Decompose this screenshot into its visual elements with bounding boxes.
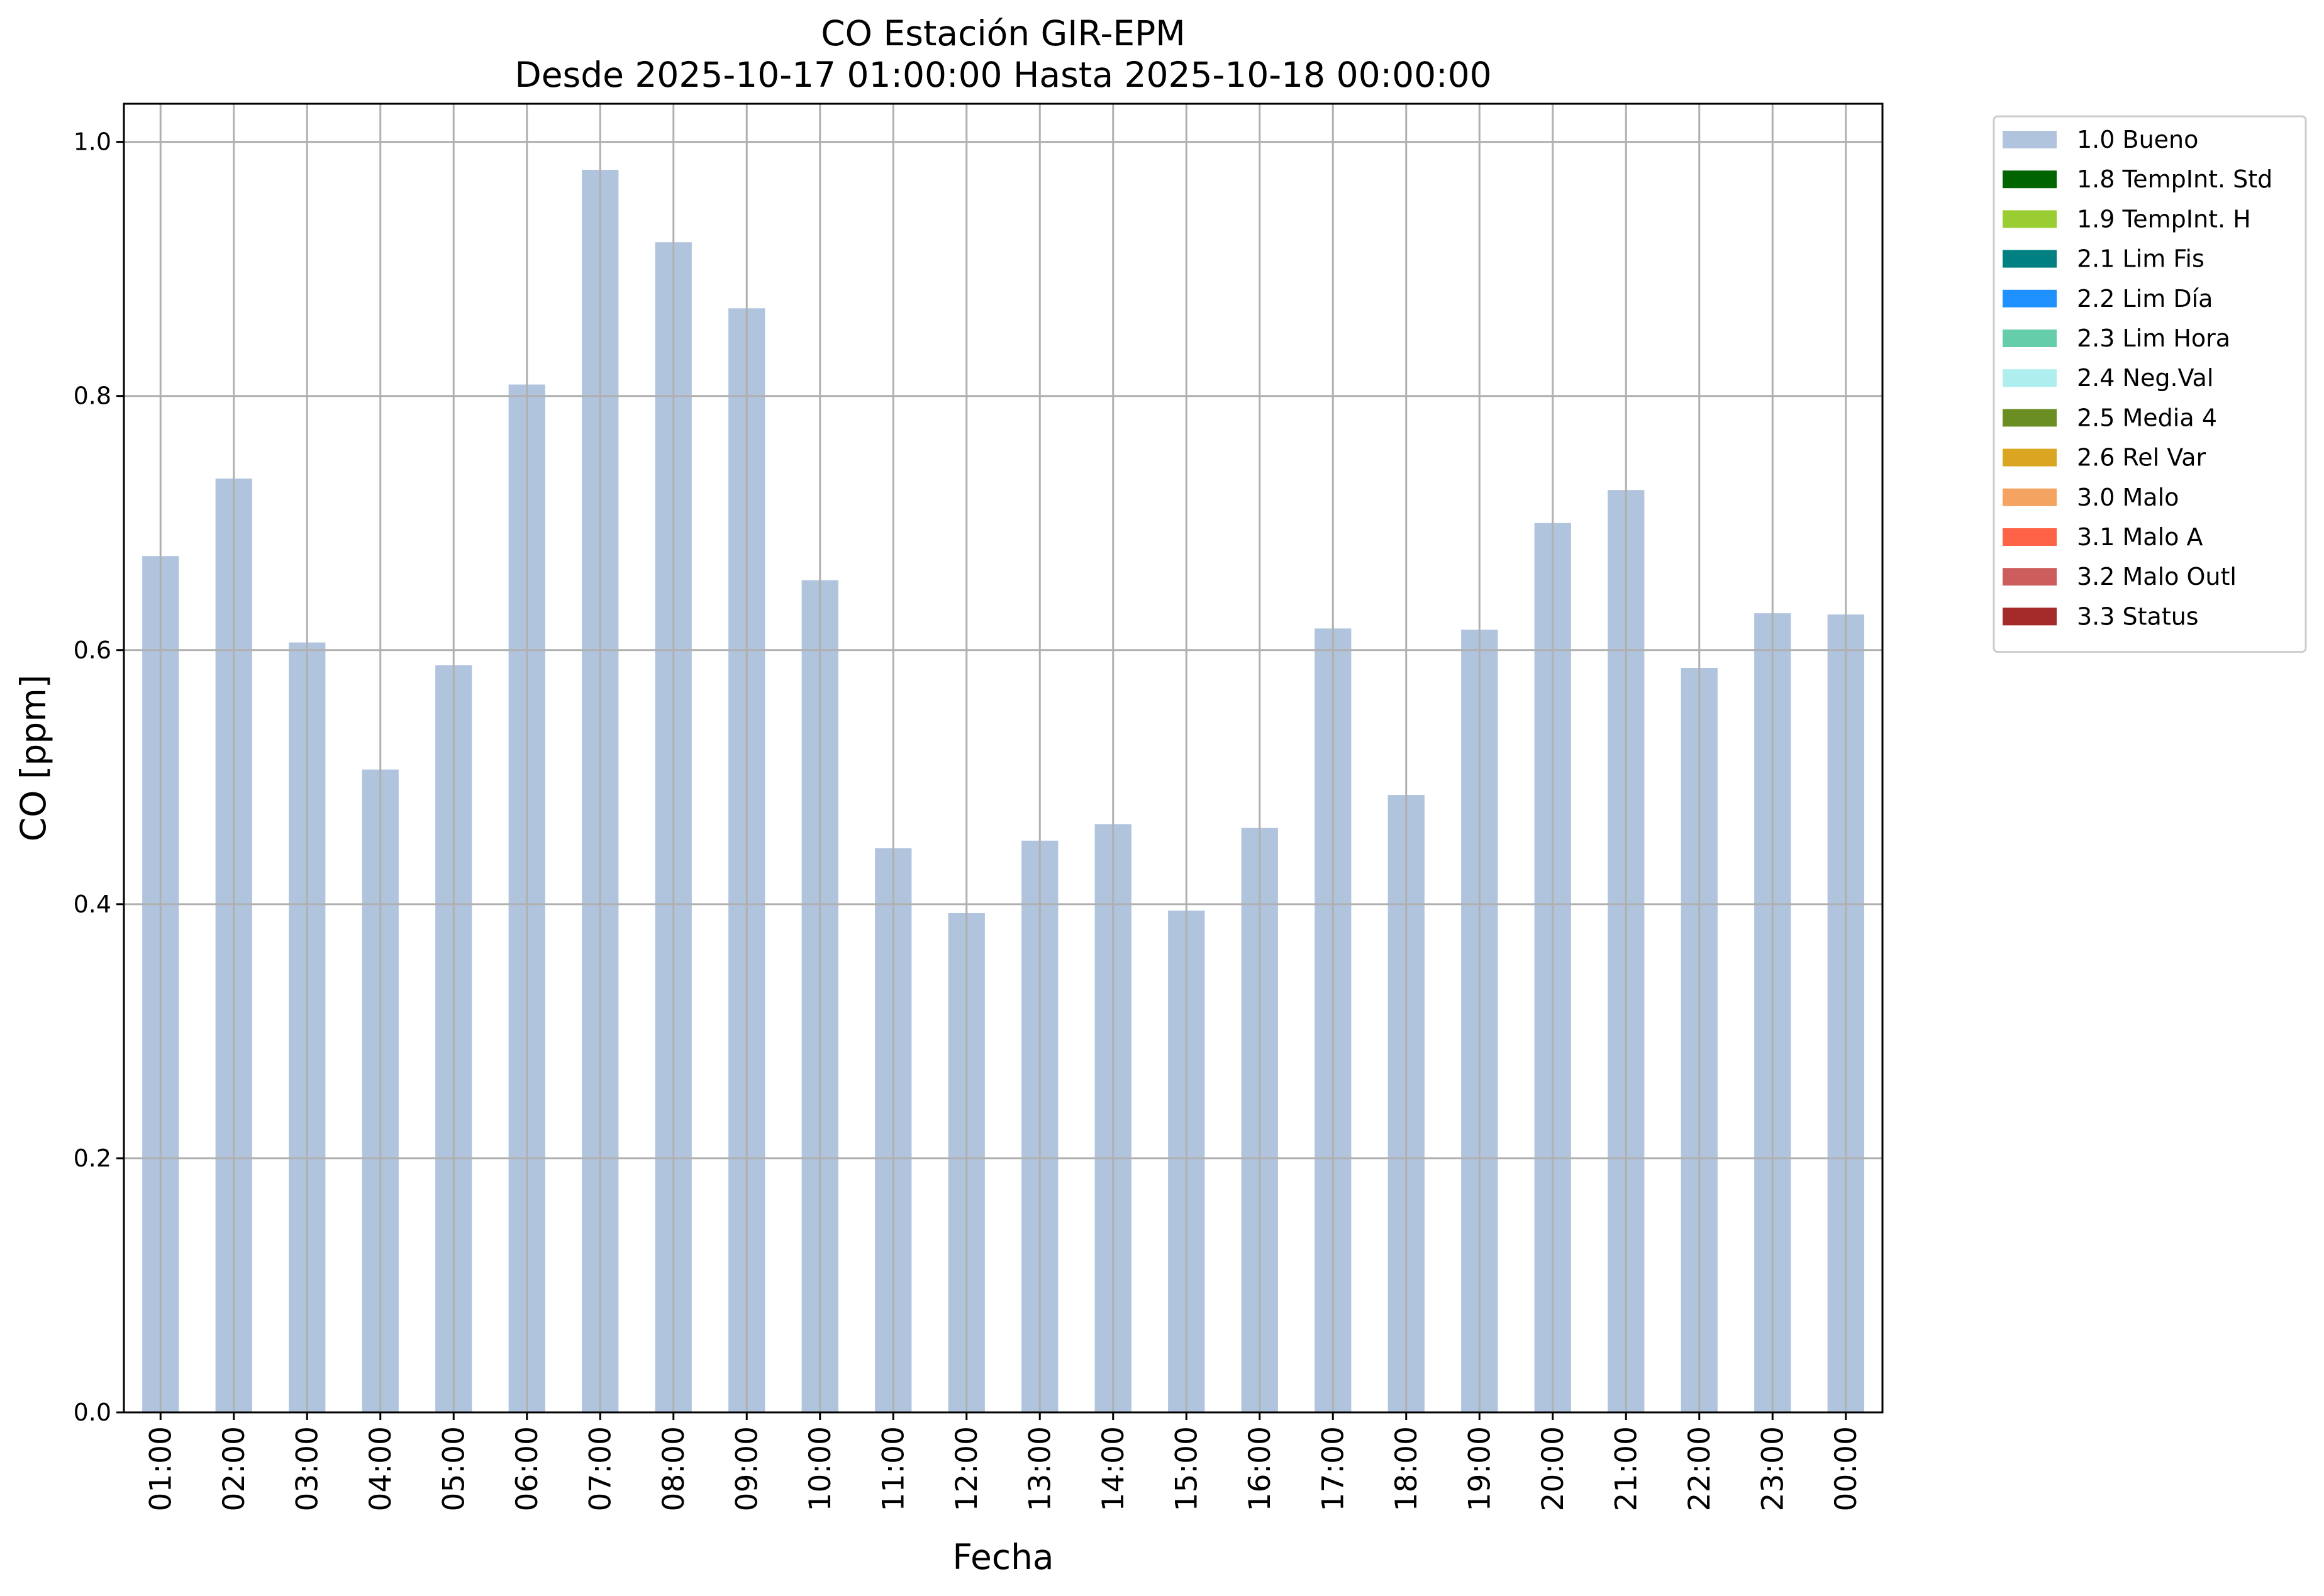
legend-label: 2.5 Media 4 bbox=[2077, 404, 2217, 431]
legend-swatch bbox=[2003, 131, 2057, 148]
legend-label: 3.2 Malo Outl bbox=[2077, 563, 2237, 590]
x-tick-label: 06:00 bbox=[510, 1426, 545, 1511]
x-tick-label: 05:00 bbox=[436, 1426, 471, 1511]
y-axis-label: CO [ppm] bbox=[13, 675, 53, 842]
legend: 1.0 Bueno 1.8 TempInt. Std 1.9 TempInt. H 2… bbox=[1993, 115, 2307, 653]
x-tick-label: 19:00 bbox=[1462, 1426, 1497, 1511]
legend-label: 3.1 Malo A bbox=[2077, 523, 2203, 551]
x-tick-label: 03:00 bbox=[290, 1426, 325, 1511]
legend-label: 2.3 Lim Hora bbox=[2077, 324, 2230, 352]
legend-label: 1.0 Bueno bbox=[2077, 126, 2198, 153]
x-tick-label: 23:00 bbox=[1755, 1426, 1790, 1511]
legend-swatch bbox=[2003, 409, 2057, 427]
legend-swatch bbox=[2003, 528, 2057, 546]
y-tick-label: 0.0 bbox=[74, 1399, 111, 1426]
chart-subtitle: Desde 2025-10-17 01:00:00 Hasta 2025-10-… bbox=[514, 55, 1491, 95]
legend-swatch bbox=[2003, 568, 2057, 586]
x-tick-label: 16:00 bbox=[1243, 1426, 1277, 1511]
legend-label: 1.9 TempInt. H bbox=[2077, 205, 2251, 233]
x-tick-label: 14:00 bbox=[1096, 1426, 1131, 1511]
chart-title: CO Estación GIR-EPM bbox=[821, 13, 1185, 53]
grid bbox=[124, 104, 1882, 1414]
legend-swatch bbox=[2003, 210, 2057, 228]
x-tick-label: 20:00 bbox=[1536, 1426, 1571, 1511]
legend-swatch bbox=[2003, 289, 2057, 308]
y-axis: 0.0 0.2 0.4 0.6 0.8 1.0 bbox=[74, 128, 124, 1426]
x-tick-label: 09:00 bbox=[730, 1426, 764, 1511]
x-tick-label: 21:00 bbox=[1609, 1426, 1643, 1511]
legend-swatch bbox=[2003, 607, 2057, 626]
x-tick-label: 22:00 bbox=[1682, 1426, 1717, 1511]
legend-box bbox=[1993, 115, 2307, 653]
legend-swatch bbox=[2003, 250, 2057, 268]
x-tick-label: 12:00 bbox=[950, 1426, 984, 1511]
legend-label: 3.3 Status bbox=[2077, 602, 2199, 630]
y-tick-label: 0.6 bbox=[74, 636, 111, 664]
x-tick-label: 02:00 bbox=[217, 1426, 252, 1511]
legend-swatch bbox=[2003, 170, 2057, 189]
legend-swatch bbox=[2003, 369, 2057, 387]
x-axis-label: Fecha bbox=[952, 1537, 1054, 1577]
plot-background bbox=[124, 104, 1882, 1412]
x-tick-label: 00:00 bbox=[1829, 1426, 1864, 1511]
y-tick-label: 0.4 bbox=[74, 890, 111, 918]
legend-label: 2.1 Lim Fis bbox=[2077, 245, 2204, 273]
legend-label: 1.8 TempInt. Std bbox=[2077, 165, 2272, 193]
x-axis: 01:00 02:00 03:00 04:00 05:00 06:00 07:00 08:00… bbox=[143, 1412, 1864, 1511]
x-tick-label: 17:00 bbox=[1316, 1426, 1350, 1511]
legend-swatch bbox=[2003, 330, 2057, 347]
x-tick-label: 13:00 bbox=[1023, 1426, 1057, 1511]
legend-label: 3.0 Malo bbox=[2077, 484, 2179, 511]
legend-label: 2.6 Rel Var bbox=[2077, 444, 2206, 472]
y-tick-label: 1.0 bbox=[74, 128, 111, 156]
y-tick-label: 0.8 bbox=[74, 382, 111, 410]
x-tick-label: 15:00 bbox=[1169, 1426, 1204, 1511]
legend-swatch bbox=[2003, 448, 2057, 467]
legend-label: 2.2 Lim Día bbox=[2077, 285, 2213, 313]
x-tick-label: 10:00 bbox=[803, 1426, 838, 1511]
y-tick-label: 0.2 bbox=[74, 1144, 111, 1172]
plot-area: 0.0 0.2 0.4 0.6 0.8 1.0 01:00 02:00 03:00 04:00 05… bbox=[74, 103, 1884, 1511]
plot-frame bbox=[123, 103, 1884, 1414]
x-tick-label: 08:00 bbox=[657, 1426, 691, 1511]
x-tick-label: 01:00 bbox=[143, 1426, 178, 1511]
x-tick-label: 18:00 bbox=[1389, 1426, 1424, 1511]
legend-label: 2.4 Neg.Val bbox=[2077, 364, 2213, 392]
x-tick-label: 11:00 bbox=[876, 1426, 911, 1511]
x-tick-label: 07:00 bbox=[583, 1426, 618, 1511]
x-tick-label: 04:00 bbox=[364, 1426, 398, 1511]
legend-swatch bbox=[2003, 488, 2057, 506]
